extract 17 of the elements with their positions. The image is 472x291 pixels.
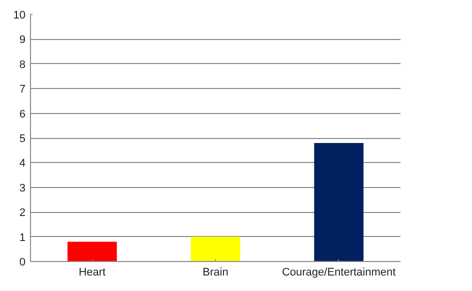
x-tick-label: Brain bbox=[202, 266, 228, 278]
y-tick-label: 4 bbox=[19, 158, 26, 170]
y-tick-label: 7 bbox=[19, 84, 26, 96]
y-tick-label: 0 bbox=[19, 256, 26, 268]
y-tick-label: 5 bbox=[19, 133, 26, 145]
y-tick-label: 1 bbox=[19, 232, 26, 244]
bar bbox=[190, 236, 240, 262]
bar bbox=[68, 242, 117, 262]
y-tick-label: 10 bbox=[13, 10, 26, 22]
y-tick-label: 6 bbox=[19, 108, 26, 120]
x-tick-label: Courage/Entertainment bbox=[282, 266, 396, 278]
bar bbox=[314, 142, 364, 262]
y-tick-label: 8 bbox=[19, 58, 26, 71]
x-tick-label: Heart bbox=[78, 266, 106, 278]
y-tick-label: 9 bbox=[19, 34, 26, 46]
y-tick-label: 3 bbox=[19, 182, 26, 194]
y-tick-label: 2 bbox=[19, 207, 26, 220]
